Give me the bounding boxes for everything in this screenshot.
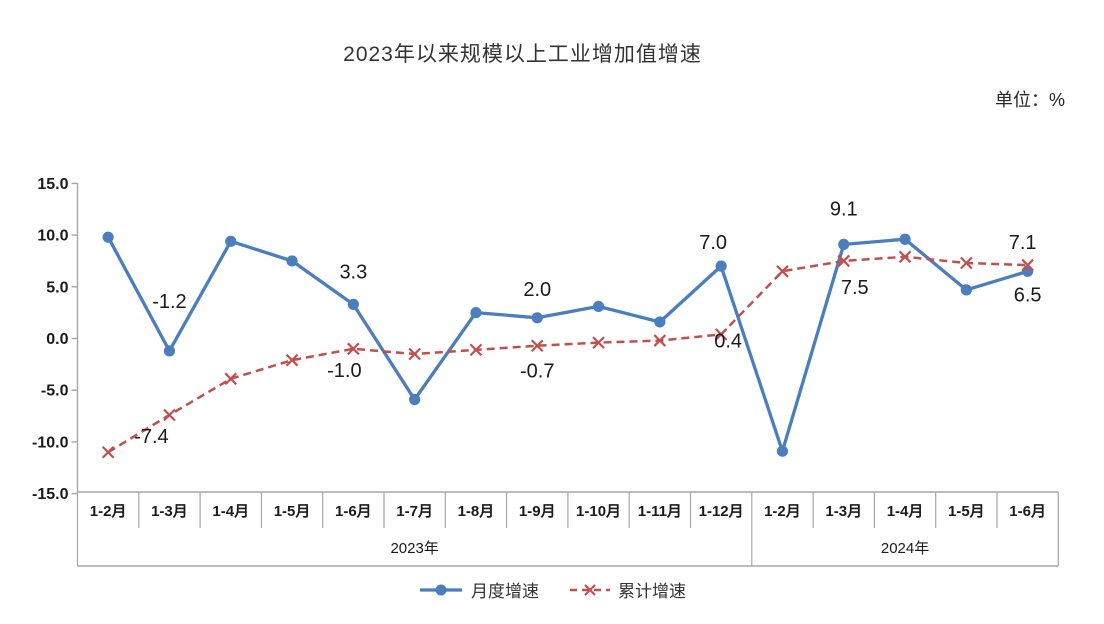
category-label: 1-2月 xyxy=(764,503,801,520)
data-point-marker xyxy=(102,231,114,243)
data-point-marker xyxy=(592,300,605,313)
year-group-label: 2024年 xyxy=(881,540,929,557)
data-point-marker xyxy=(163,345,176,357)
data-label: -1.0 xyxy=(327,360,361,382)
y-tick-label: -5.0 xyxy=(41,383,69,400)
y-tick-label: 10.0 xyxy=(37,228,68,245)
category-label: 1-12月 xyxy=(699,503,744,520)
data-point-marker xyxy=(1021,258,1034,272)
data-point-marker xyxy=(469,343,483,357)
data-point-marker xyxy=(1022,265,1034,277)
data-point-marker xyxy=(409,393,421,406)
chart-legend: 月度增速 累计增速 xyxy=(0,577,1104,602)
data-point-marker xyxy=(408,347,421,361)
series-line-1 xyxy=(107,255,1028,454)
data-point-marker xyxy=(960,284,972,296)
data-point-marker xyxy=(225,235,237,247)
data-label: 7.0 xyxy=(699,232,727,254)
category-label: 1-8月 xyxy=(458,503,495,520)
category-label: 1-11月 xyxy=(638,503,682,520)
monthly-series-swatch-icon xyxy=(420,584,462,595)
data-point-marker xyxy=(899,233,911,245)
category-label: 1-4月 xyxy=(212,503,249,520)
data-label: 7.5 xyxy=(841,277,869,299)
cumulative-series-swatch-icon xyxy=(570,583,610,596)
data-point-marker xyxy=(776,265,789,278)
data-label: 7.1 xyxy=(1009,232,1037,254)
legend-label-monthly: 月度增速 xyxy=(471,582,539,601)
data-label: -1.2 xyxy=(152,291,186,313)
category-label: 1-10月 xyxy=(576,503,621,520)
category-label: 1-6月 xyxy=(1009,503,1046,520)
data-point-marker xyxy=(224,372,238,386)
legend-item-cumulative: 累计增速 xyxy=(569,577,686,602)
data-point-marker xyxy=(898,250,912,264)
category-label: 1-9月 xyxy=(519,503,556,520)
data-label: 3.3 xyxy=(339,261,367,283)
data-label: 9.1 xyxy=(830,198,858,220)
legend-label-cumulative: 累计增速 xyxy=(618,582,686,601)
data-point-marker xyxy=(592,336,605,349)
category-label: 1-2月 xyxy=(90,503,127,520)
category-label: 1-4月 xyxy=(887,503,924,520)
data-point-marker xyxy=(101,445,115,459)
data-point-marker xyxy=(838,238,850,251)
data-point-marker xyxy=(470,307,482,319)
data-label: 2.0 xyxy=(523,279,551,301)
data-label: 0.4 xyxy=(714,330,742,352)
y-tick-label: 0.0 xyxy=(46,331,68,348)
category-label: 1-3月 xyxy=(825,503,862,520)
unit-label: 单位：% xyxy=(994,90,1065,110)
y-tick-label: 15.0 xyxy=(37,176,68,193)
year-group-label: 2023年 xyxy=(390,540,438,557)
data-point-marker xyxy=(347,342,360,356)
category-label: 1-7月 xyxy=(396,503,433,520)
y-tick-label: -15.0 xyxy=(32,486,69,503)
data-point-marker xyxy=(960,256,973,270)
data-point-marker xyxy=(715,260,727,272)
data-point-marker xyxy=(654,316,666,328)
legend-item-monthly: 月度增速 xyxy=(418,577,539,602)
data-point-marker xyxy=(776,445,789,457)
data-point-marker xyxy=(837,254,851,268)
series-line-0 xyxy=(106,236,1029,453)
category-label: 1-5月 xyxy=(948,503,985,520)
data-point-marker xyxy=(286,255,298,267)
data-point-marker xyxy=(285,353,299,367)
data-label: 6.5 xyxy=(1014,284,1042,306)
data-point-marker xyxy=(530,339,544,353)
data-label: -7.4 xyxy=(134,426,168,448)
data-point-marker xyxy=(163,408,176,422)
y-tick-label: -10.0 xyxy=(32,434,69,451)
category-label: 1-6月 xyxy=(335,503,372,520)
data-label: -0.7 xyxy=(520,361,554,383)
category-label: 1-5月 xyxy=(274,503,311,520)
data-point-marker xyxy=(653,334,667,347)
data-point-marker xyxy=(714,328,728,341)
data-point-marker xyxy=(347,298,359,310)
data-point-marker xyxy=(531,312,543,324)
category-label: 1-3月 xyxy=(151,503,188,520)
chart-title: 2023年以来规模以上工业增加值增速 xyxy=(343,43,702,66)
y-tick-label: 5.0 xyxy=(46,279,68,296)
